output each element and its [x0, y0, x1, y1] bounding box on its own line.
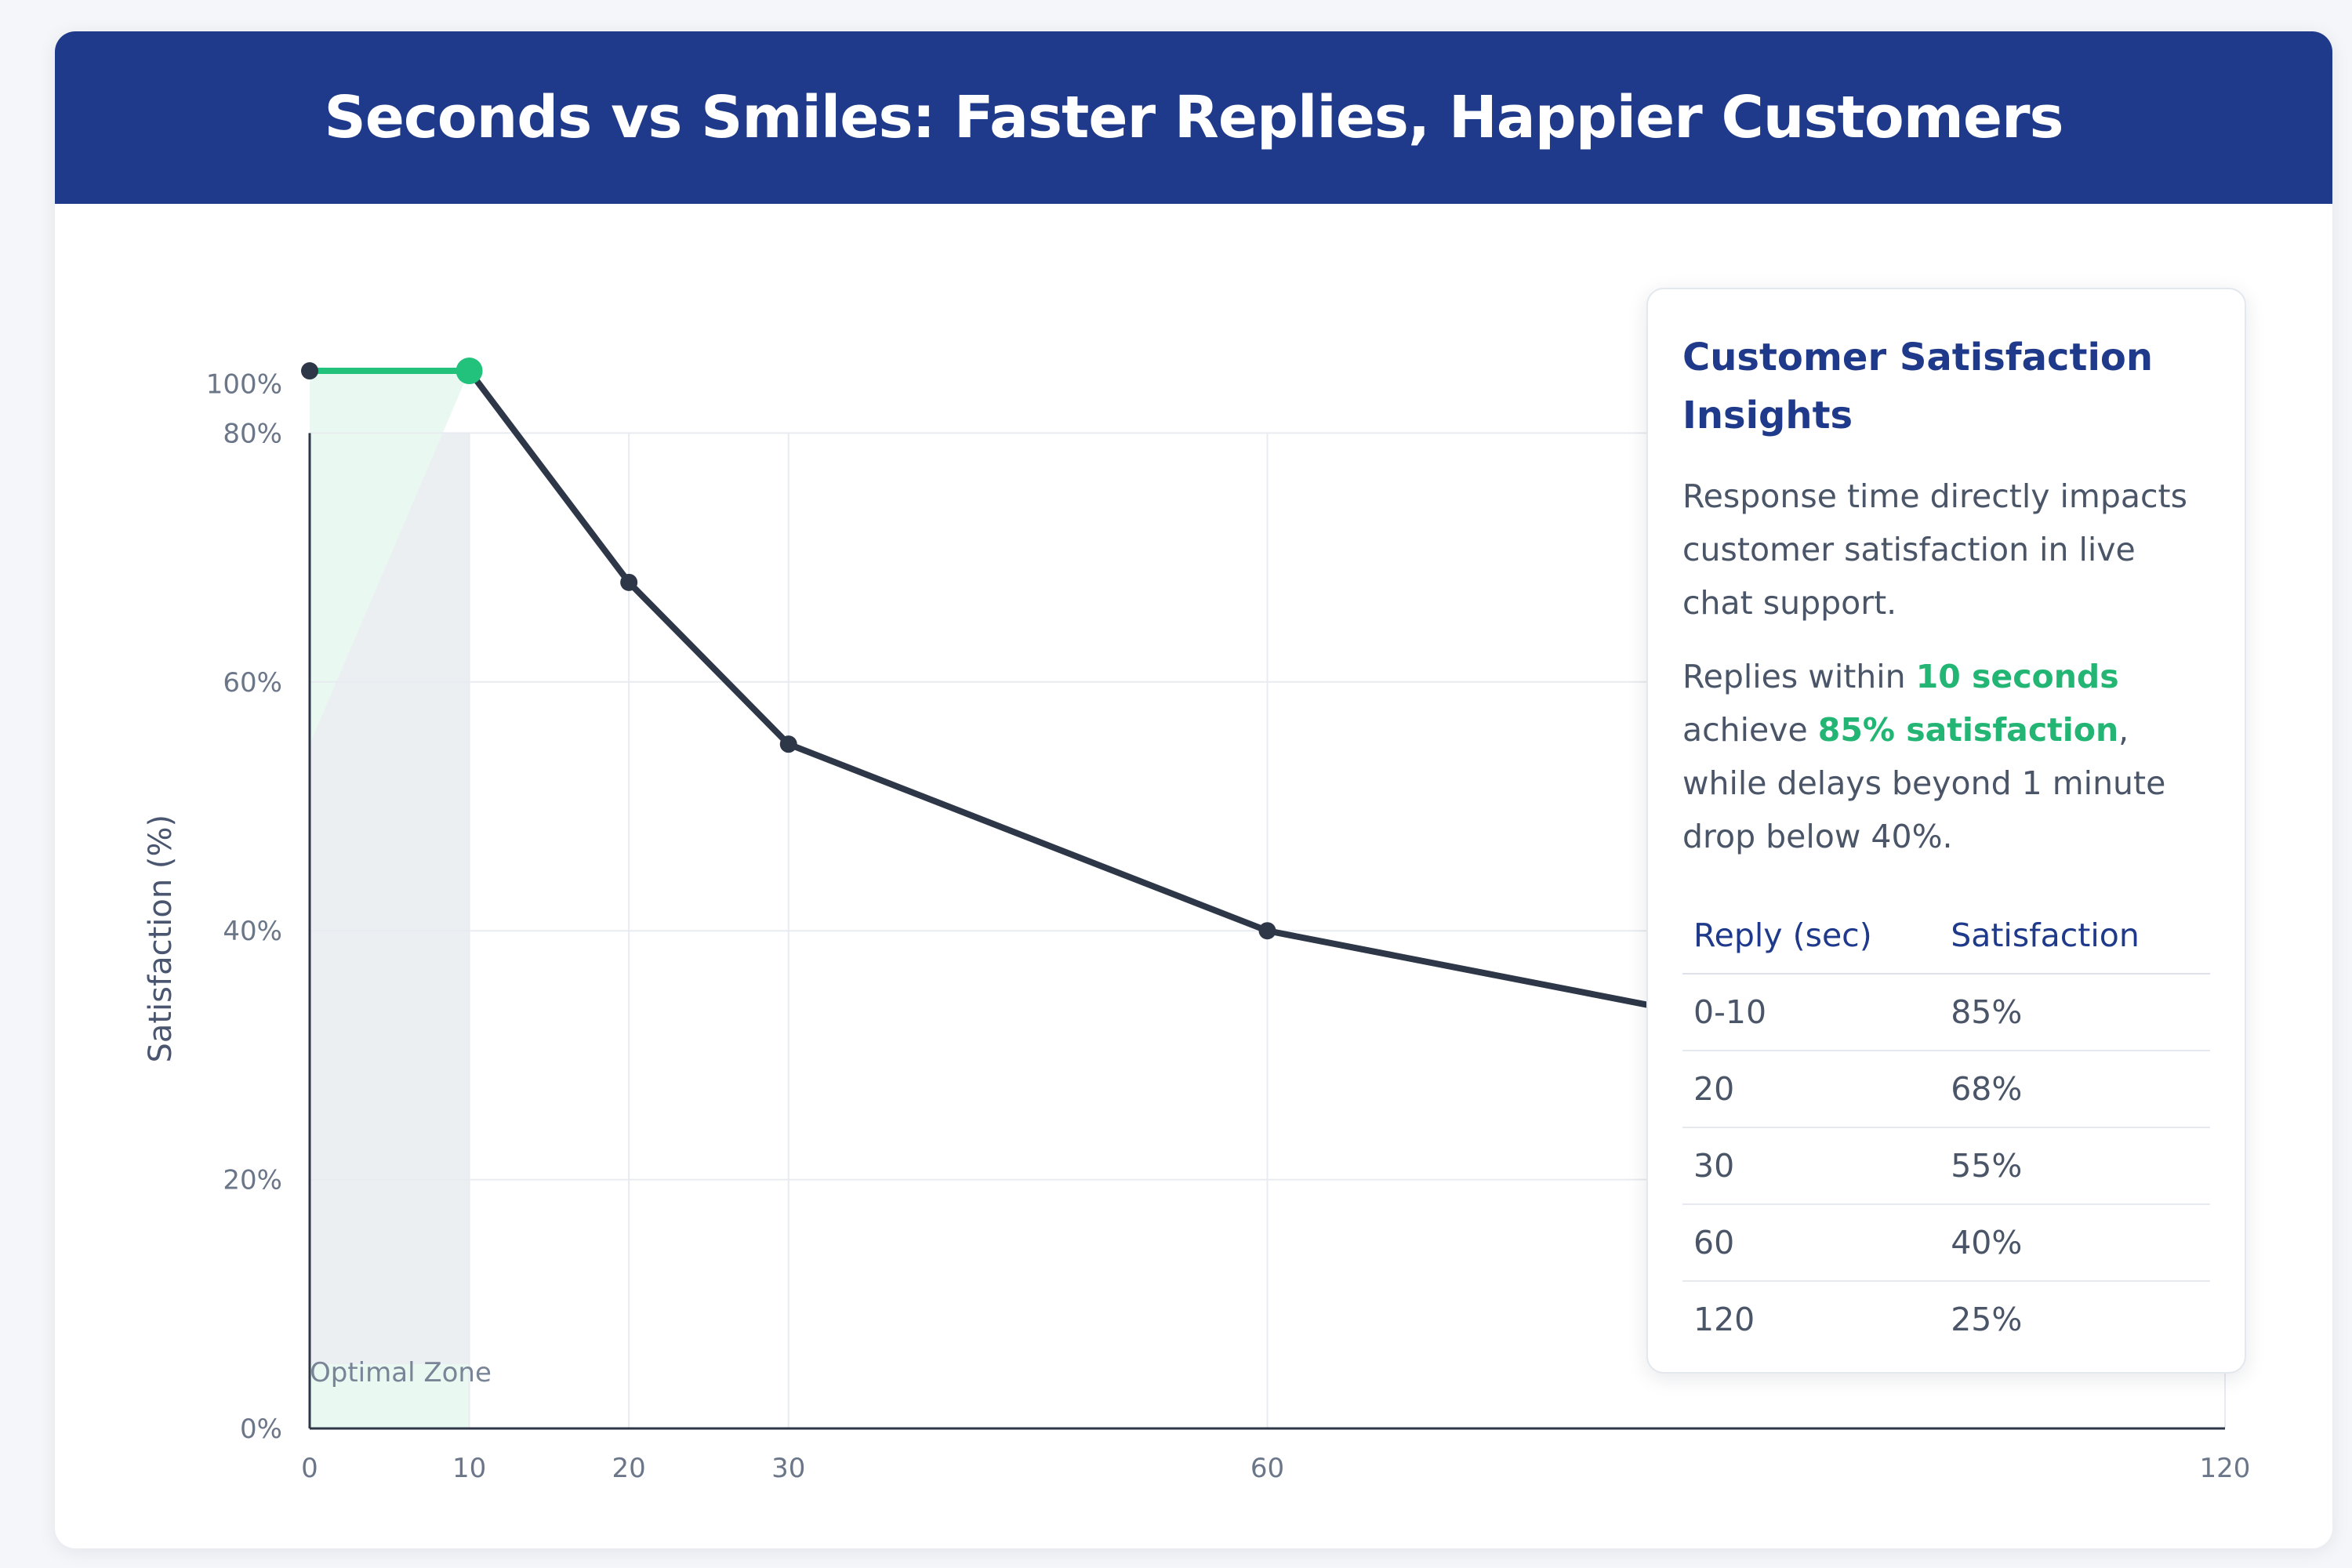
insights-title: Customer Satisfaction Insights	[1682, 336, 2154, 437]
data-point-highlight	[456, 358, 483, 385]
table-row: 120 25%	[1682, 1281, 2210, 1357]
table-cell-reply: 60	[1682, 1204, 1940, 1282]
x-tick-label: 0	[301, 1453, 318, 1484]
table-row: 60 40%	[1682, 1204, 2210, 1282]
table-header-row: Reply (sec) Satisfaction	[1682, 902, 2210, 975]
y-tick-label: 40%	[223, 916, 282, 947]
table-row: 0-10 85%	[1682, 974, 2210, 1051]
table-cell-reply: 30	[1682, 1127, 1940, 1205]
p2-text-post: , while delays beyond 1 minute drop belo…	[1682, 711, 2166, 855]
table-cell-satisfaction: 25%	[1951, 1301, 2023, 1338]
data-point	[301, 362, 318, 380]
x-tick-label: 120	[2200, 1453, 2251, 1484]
header-bar: Seconds vs Smiles: Faster Replies, Happi…	[55, 31, 2332, 204]
y-tick-label: 60%	[223, 667, 282, 699]
table-cell-satisfaction: 68%	[1940, 1051, 2210, 1128]
optimal-zone-base	[310, 1364, 470, 1428]
y-axis-label: Satisfaction (%)	[143, 815, 179, 1063]
optimal-zone-highlight	[310, 371, 470, 745]
p2-highlight-satisfaction: 85% satisfaction	[1817, 711, 2119, 749]
y-tick-label: 80%	[223, 418, 282, 449]
y-tick-label: 100%	[206, 368, 282, 400]
y-tick-label: 0%	[240, 1414, 282, 1445]
table-cell-satisfaction: 55%	[1940, 1127, 2210, 1205]
data-point	[1258, 922, 1276, 940]
table-cell-satisfaction: 85%	[1940, 974, 2210, 1051]
x-tick-label: 30	[771, 1453, 805, 1484]
table-header-satisfaction: Satisfaction	[1940, 902, 2210, 975]
table-row: 30 55%	[1682, 1127, 2210, 1205]
table-cell-reply: 0-10	[1682, 974, 1940, 1051]
insights-table: Reply (sec) Satisfaction 0-10 85% 20 68%…	[1682, 902, 2210, 1357]
table-cell-reply: 20	[1682, 1051, 1940, 1128]
p2-highlight-seconds: 10 seconds	[1915, 658, 2119, 695]
x-tick-label: 10	[452, 1453, 486, 1484]
page-title: Seconds vs Smiles: Faster Replies, Happi…	[324, 84, 2063, 151]
data-point	[779, 735, 797, 753]
insights-panel: Customer Satisfaction Insights Response …	[1646, 288, 2246, 1374]
insights-paragraph-1: Response time directly impacts customer …	[1682, 477, 2187, 622]
table-header-reply: Reply (sec)	[1682, 902, 1940, 975]
p2-text-pre: Replies within	[1682, 658, 1916, 695]
insights-paragraph-2: Replies within 10 seconds achieve 85% sa…	[1682, 650, 2210, 863]
table-row: 20 68%	[1682, 1051, 2210, 1128]
table-cell-satisfaction: 40%	[1940, 1204, 2210, 1282]
x-tick-label: 60	[1250, 1453, 1284, 1484]
table-cell-reply: 120	[1693, 1301, 1755, 1338]
optimal-zone-label: Optimal Zone	[310, 1357, 492, 1388]
x-tick-label: 20	[612, 1453, 646, 1484]
data-point	[620, 573, 638, 591]
y-tick-label: 20%	[223, 1165, 282, 1196]
p2-text-mid: achieve	[1682, 711, 1818, 749]
